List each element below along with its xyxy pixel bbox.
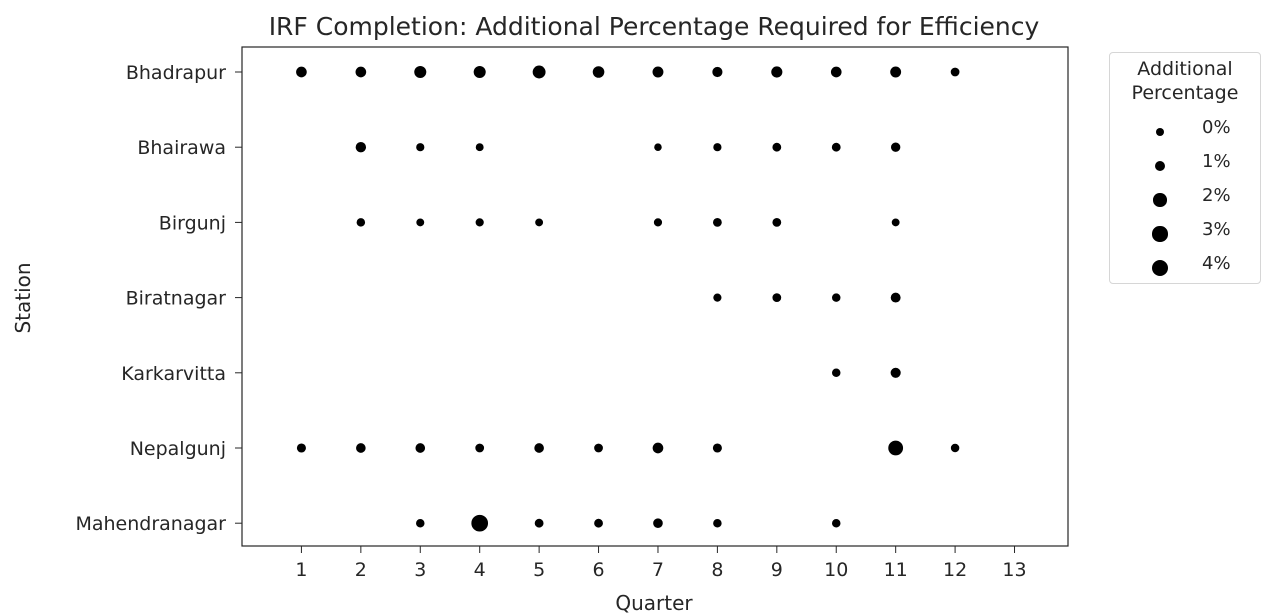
data-point [887,439,904,457]
data-point [712,292,723,303]
data-point [413,65,428,79]
data-point [355,217,366,228]
x-tick-label: 12 [943,559,967,581]
data-point [712,142,723,153]
data-point [474,442,485,454]
data-point [531,64,547,80]
data-point [296,442,307,454]
legend-label: 4% [1202,253,1231,274]
legend-label: 1% [1202,151,1231,172]
data-point [474,217,485,228]
legend-marker [1152,226,1168,242]
data-points [295,64,961,533]
y-tick-label: Biratnagar [126,288,227,310]
data-point [831,367,842,378]
data-point [890,217,901,228]
x-tick-label: 8 [711,559,723,581]
legend-item: 4% [1110,253,1260,287]
data-point [355,442,367,454]
data-point [831,292,842,303]
data-point [771,292,783,303]
plot-frame [241,46,1069,547]
data-point [652,517,664,529]
legend-marker [1151,259,1169,277]
data-point [415,217,426,228]
legend-marker [1154,160,1166,172]
data-point [831,142,842,153]
legend-item: 3% [1110,219,1260,253]
legend-title-line-1: Additional [1137,58,1233,80]
x-tick-label: 4 [474,559,486,581]
data-point [653,217,663,228]
data-point [712,518,723,529]
chart-title: IRF Completion: Additional Percentage Re… [269,12,1040,41]
data-point [470,514,489,533]
x-tick-label: 13 [1002,559,1026,581]
data-point [889,65,902,79]
x-tick-label: 9 [771,559,783,581]
data-point [533,442,545,454]
data-point [890,141,902,153]
legend-label: 3% [1202,219,1231,240]
data-point [711,66,724,78]
legend-item: 0% [1110,117,1260,151]
y-tick-label: Bhadrapur [126,62,226,84]
x-tick-label: 6 [592,559,604,581]
x-tick-label: 11 [884,559,908,581]
y-tick-label: Bhairawa [137,137,226,159]
x-tick-label: 1 [295,559,307,581]
x-tick-label: 2 [355,559,367,581]
y-tick-label: Birgunj [159,212,226,234]
data-point [712,217,723,228]
axes: 1 2 3 4 5 6 7 8 9 10 11 12 13BhadrapurBhairawaBirgun… [75,46,1069,581]
x-axis-label: Quarter [615,591,693,615]
data-point [354,141,367,154]
legend-label: 0% [1202,117,1231,138]
data-point [950,442,961,454]
x-tick-label: 3 [414,559,426,581]
data-point [771,142,783,153]
data-point [533,518,545,529]
data-point [712,442,723,454]
data-point [472,65,487,79]
y-tick-label: Nepalgunj [130,438,226,460]
data-point [591,65,606,79]
data-point [593,518,604,529]
legend-marker [1153,193,1167,207]
data-point [593,442,604,454]
data-point [354,65,367,79]
x-tick-label: 7 [652,559,664,581]
legend-item: 1% [1110,151,1260,185]
data-point [414,442,426,454]
data-point [653,142,663,152]
data-point [889,366,902,379]
x-tick-label: 10 [824,559,848,581]
data-point [415,518,426,529]
data-point [415,142,426,153]
data-point [474,142,485,152]
x-tick-label: 5 [533,559,545,581]
legend-item: 2% [1110,185,1260,219]
data-point [534,217,544,228]
data-point [651,441,665,455]
y-tick-label: Karkarvitta [121,363,226,385]
y-tick-label: Mahendranagar [75,513,226,535]
data-point [295,65,308,79]
data-point [770,65,784,79]
legend-label: 2% [1202,185,1231,206]
data-point [830,65,843,79]
y-axis-label: Station [11,262,35,333]
data-point [889,291,902,304]
size-legend: Additional Percentage 0% 1% 2% 3% 4% [1109,52,1261,284]
data-point [651,65,665,79]
legend-marker [1156,128,1164,136]
data-point [949,66,961,78]
data-point [771,217,783,228]
legend-title-line-2: Percentage [1131,82,1239,104]
data-point [831,518,842,529]
